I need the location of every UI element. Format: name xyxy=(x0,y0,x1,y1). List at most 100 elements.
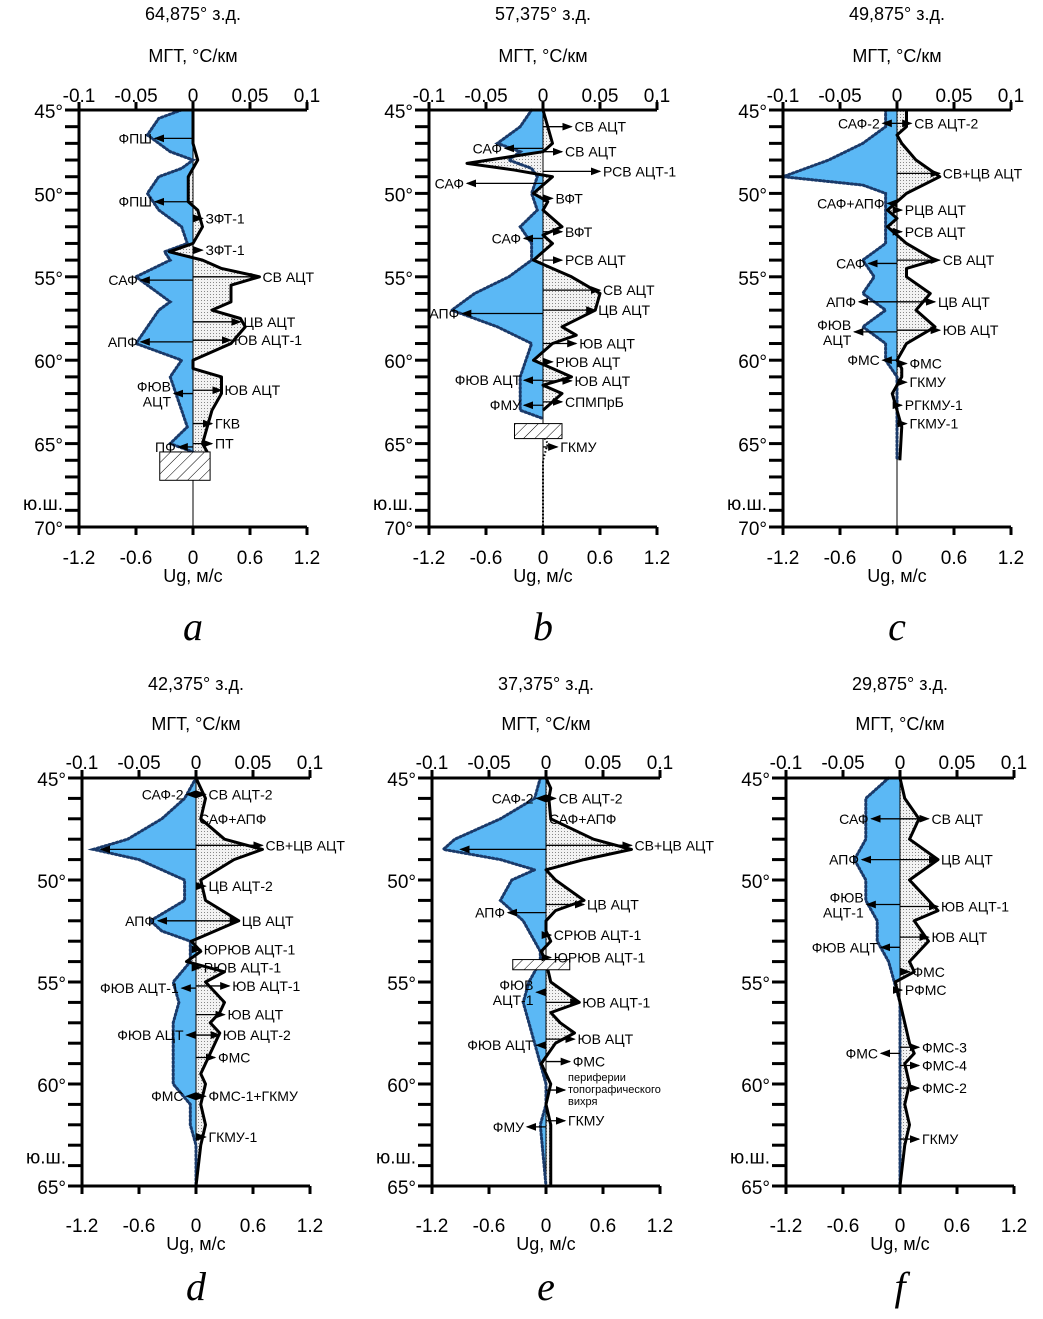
annotation-line: ФМС xyxy=(218,1049,250,1065)
annotation: ЦВ АЦТ xyxy=(546,896,639,912)
annotation: ФЮВ АЦТ xyxy=(817,317,897,348)
mgt-line xyxy=(133,108,197,454)
annotation-label: САФ+АПФ xyxy=(199,811,266,827)
mgt-area xyxy=(783,110,897,461)
annotation: СВ АЦТ-2 xyxy=(546,790,623,806)
annotation-label: СВ АЦТ xyxy=(263,269,315,285)
annotation-label: ПФ xyxy=(155,439,176,455)
annotation: САФ+АПФ xyxy=(549,811,616,827)
bottom-axis-label: Ug, м/с xyxy=(513,566,572,586)
annotation-line: периферии xyxy=(568,1072,626,1084)
annotation: ЮВ АЦТ xyxy=(900,929,988,945)
bottom-tick-label: -1.2 xyxy=(416,1216,449,1237)
annotation-line: РЮВ АЦТ xyxy=(556,354,621,370)
annotation-line: вихря xyxy=(568,1096,597,1108)
top-axis-label: МГТ, °С/км xyxy=(148,46,237,66)
lat-tick-label: 55° xyxy=(34,269,63,290)
annotation-label: ФМС xyxy=(573,1054,605,1070)
annotation: ЦВ АЦТ xyxy=(897,294,990,310)
annotation: ЮВ АЦТ xyxy=(897,322,999,338)
annotation-line: СВ+ЦВ АЦТ xyxy=(943,165,1023,181)
annotation-label: ПТ xyxy=(215,436,234,452)
annotation-label: ГКМУ-1 xyxy=(910,416,959,432)
mgt-area xyxy=(451,110,543,419)
annotation: ЮВ АЦТ xyxy=(543,373,631,389)
annotation-line: РФМС xyxy=(905,982,947,998)
annotation-label: ЮВ АЦТ xyxy=(575,373,631,389)
annotation: СВ АЦТ xyxy=(193,269,315,285)
mgt-line xyxy=(440,776,548,1188)
annotation-line: ФПШ xyxy=(118,194,152,210)
annotation-label: ГКВ xyxy=(215,416,240,432)
annotation: ФМС xyxy=(847,352,897,368)
annotation-line: ГКВ xyxy=(215,416,240,432)
panel-e: 37,375° з.д. МГТ, °С/км Ug, м/с e -0.1 -0.05 0… xyxy=(376,674,714,1309)
annotation-label: РЮВ АЦТ xyxy=(556,354,621,370)
land-mask-hatch xyxy=(514,423,563,440)
bottom-tick-label: -1.2 xyxy=(413,548,446,569)
lat-tick-label: 60° xyxy=(37,1076,66,1097)
panel-letter: e xyxy=(537,1264,555,1309)
annotation-label: ЮВ АЦТ-1 xyxy=(234,332,302,348)
annotation: СПМПрБ xyxy=(543,394,624,410)
annotation: АПФ xyxy=(475,905,546,921)
mgt-area xyxy=(854,778,900,1186)
annotation-line: САФ-2 xyxy=(142,786,184,802)
annotation-label: ФЮВ АЦТ-1 xyxy=(493,977,534,1008)
annotation: ВФТ xyxy=(543,190,583,206)
annotation-line: АПФ xyxy=(475,905,505,921)
top-tick-label: -0.1 xyxy=(416,753,449,774)
lat-tick-label: 70° xyxy=(34,519,63,540)
annotation-line: ФМС-2 xyxy=(922,1080,967,1096)
annotation: РСВ АЦТ xyxy=(892,224,966,240)
annotation-line: ЮВ АЦТ-1 xyxy=(582,994,650,1010)
annotation-label: ЮВ АЦТ xyxy=(225,382,281,398)
ug-line xyxy=(539,777,633,1186)
bottom-tick-label: 1.2 xyxy=(297,1216,323,1237)
lat-tick-label: 50° xyxy=(34,185,63,206)
bottom-tick-label: 0.6 xyxy=(587,548,613,569)
annotation-line: АЦТ-1 xyxy=(493,992,534,1008)
annotation-label: ЮВ АЦТ xyxy=(228,1007,284,1023)
annotation: ФМС xyxy=(897,356,942,372)
top-tick-label: 0.05 xyxy=(235,753,272,774)
top-tick-label: 0 xyxy=(541,753,552,774)
annotation-label: ЮРЮВ АЦТ-1 xyxy=(204,941,296,957)
annotation-line: РЦВ АЦТ xyxy=(905,202,967,218)
panel-letter: f xyxy=(894,1264,910,1309)
bottom-tick-label: -0.6 xyxy=(470,548,503,569)
top-tick-label: 0.1 xyxy=(297,753,323,774)
bottom-tick-label: -0.6 xyxy=(120,548,153,569)
annotation-line: СВ+ЦВ АЦТ xyxy=(635,837,715,853)
bottom-tick-label: -1.2 xyxy=(66,1216,99,1237)
mgt-area xyxy=(443,778,546,1186)
top-tick-label: -0.1 xyxy=(413,86,446,107)
annotation: САФ xyxy=(836,255,897,271)
annotation-label: ФМС-3 xyxy=(922,1039,967,1055)
annotation-line: ФЮВ xyxy=(817,317,851,333)
annotation: ФМС xyxy=(900,964,945,980)
annotation-line: САФ-2 xyxy=(492,790,534,806)
annotation-line: ФМС xyxy=(913,964,945,980)
bottom-tick-label: 0.6 xyxy=(590,1216,616,1237)
annotation-line: ФМС xyxy=(151,1088,183,1104)
annotation-label: ФМС-4 xyxy=(922,1058,967,1074)
lat-tick-label: 55° xyxy=(738,269,767,290)
annotation-label: ФМС-2 xyxy=(922,1080,967,1096)
annotation: ГКМУ-1 xyxy=(897,416,958,432)
annotation: САФ xyxy=(435,175,543,191)
bottom-tick-label: -0.6 xyxy=(827,1216,860,1237)
annotation: ФМС xyxy=(546,1054,605,1070)
ug-line xyxy=(465,109,602,412)
annotation-line: АЦТ-1 xyxy=(823,904,864,920)
top-tick-label: 0.05 xyxy=(936,86,973,107)
annotation-label: АПФ xyxy=(125,913,155,929)
annotation-label: ЮВ АЦТ-1 xyxy=(941,899,1009,915)
annotation: ПФ xyxy=(155,439,193,455)
annotation-label: ЮРЮВ АЦТ-1 xyxy=(554,950,646,966)
annotation-line: ВФТ xyxy=(565,224,593,240)
top-axis-label: МГТ, °С/км xyxy=(501,714,590,734)
annotation-line: СВ АЦТ-2 xyxy=(209,786,273,802)
annotation-label: ФЮВ АЦТ-1 xyxy=(100,980,179,996)
annotation-label: ЦВ АЦТ xyxy=(244,314,296,330)
